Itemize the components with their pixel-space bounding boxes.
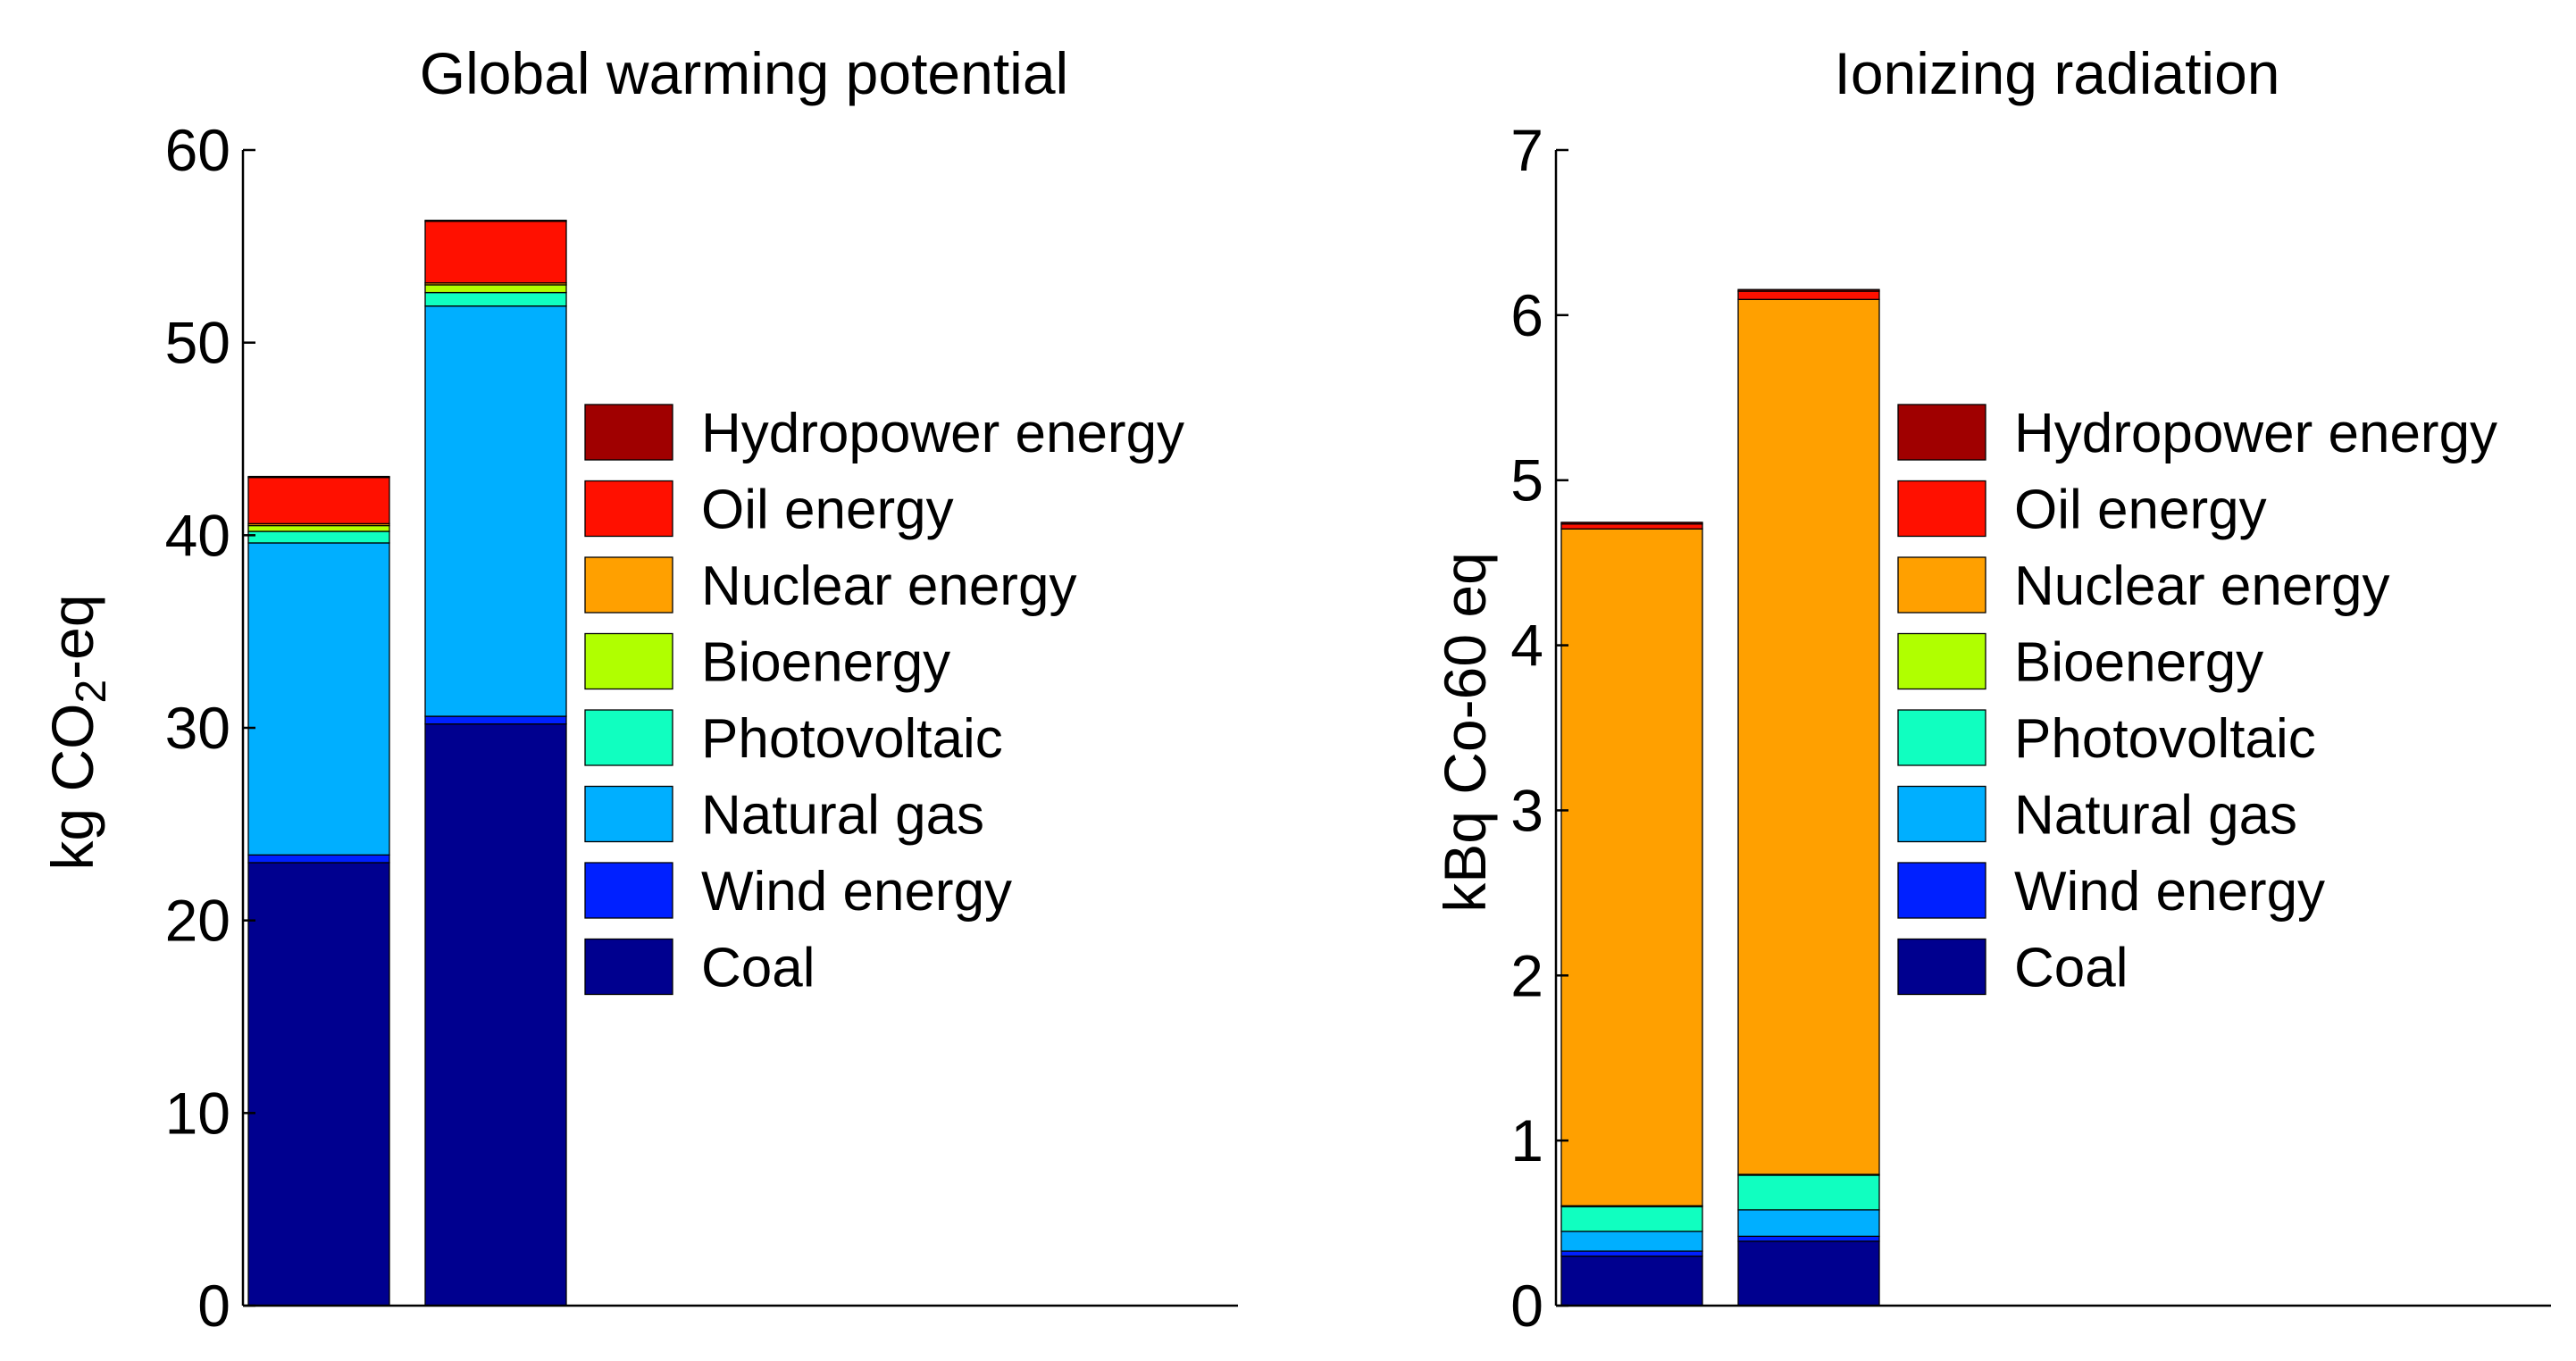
legend-label-coal: Coal [701,938,815,999]
legend-label-natural-gas: Natural gas [2014,785,2297,847]
y-tick-label: 60 [165,117,230,183]
legend-label-bioenergy: Bioenergy [701,632,950,694]
legend-swatch-wind-energy [1897,862,1986,919]
legend-swatch-wind-energy [584,862,673,919]
legend-swatch-bioenergy [584,632,673,690]
legend-swatch-coal [584,938,673,996]
legend-swatch-nuclear-energy [1897,556,1986,614]
y-tick-label: 40 [165,502,230,568]
bar-segment-hydropower-energy-1 [247,475,390,479]
bar-segment-nuclear-energy-2 [1737,298,1880,1175]
bar-segment-wind-energy-1 [1560,1250,1703,1257]
legend-label-bioenergy: Bioenergy [2014,632,2263,694]
legend-swatch-oil-energy [584,480,673,538]
y-tick-label: 3 [1510,777,1543,843]
legend-label-nuclear-energy: Nuclear energy [2014,555,2389,617]
legend-swatch-nuclear-energy [584,556,673,614]
y-tick-label: 0 [197,1273,230,1339]
bar-segment-coal-2 [1737,1240,1880,1307]
bar-segment-bioenergy-2 [424,284,567,294]
chart-title: Global warming potential [420,40,1068,106]
y-tick-label: 10 [165,1080,230,1146]
y-tick-label: 7 [1510,117,1543,183]
bar-segment-photovoltaic-2 [1737,1174,1880,1211]
chart-ionizing-radiation: Ionizing radiation kBq Co-60 eq 0 1 2 3 4 5 6 7… [1432,40,2551,1339]
bar-segment-natural-gas-2 [1737,1209,1880,1238]
bar-segment-oil-energy-1 [247,476,390,525]
y-tick-label: 0 [1510,1273,1543,1339]
bar-segment-photovoltaic-1 [1560,1206,1703,1232]
legend-label-wind-energy: Wind energy [701,861,1012,923]
y-tick-label: 30 [165,695,230,761]
legend-swatch-natural-gas [1897,785,1986,843]
legend-label-coal: Coal [2014,938,2129,999]
bar-segment-coal-1 [1560,1255,1703,1307]
y-tick-label: 5 [1510,447,1543,514]
bar-segment-oil-energy-2 [424,221,567,284]
bar-segment-oil-energy-1 [1560,523,1703,530]
bar-segment-oil-energy-2 [1737,290,1880,300]
legend-label-photovoltaic: Photovoltaic [701,708,1003,770]
legend-label-photovoltaic: Photovoltaic [2014,708,2316,770]
bar-segment-nuclear-energy-1 [1560,528,1703,1207]
bar-segment-coal-2 [424,723,567,1307]
bar-segment-photovoltaic-2 [424,291,567,307]
legend-label-hydropower-energy: Hydropower energy [701,403,1184,464]
bar-segment-natural-gas-1 [1560,1231,1703,1252]
y-tick-label: 2 [1510,942,1543,1008]
bar-segment-wind-energy-1 [247,854,390,864]
y-tick-label: 20 [165,888,230,954]
legend-swatch-photovoltaic [1897,709,1986,766]
legend-label-oil-energy: Oil energy [701,480,954,541]
legend-swatch-photovoltaic [584,709,673,766]
y-tick-label: 50 [165,310,230,376]
bar-segment-bioenergy-1 [247,524,390,532]
y-tick-label: 6 [1510,282,1543,348]
legend-swatch-natural-gas [584,785,673,843]
y-tick-label: 4 [1510,613,1543,679]
bar-segment-wind-energy-2 [424,715,567,725]
legend-label-hydropower-energy: Hydropower energy [2014,403,2497,464]
legend-swatch-coal [1897,938,1986,996]
chart-title: Ionizing radiation [1835,40,2280,106]
bar-segment-coal-1 [247,862,390,1307]
legend-label-nuclear-energy: Nuclear energy [701,555,1076,617]
bar-segment-hydropower-energy-2 [1737,288,1880,292]
y-axis-label: kBq Co-60 eq [1432,552,1498,913]
bar-segment-natural-gas-1 [247,542,390,856]
y-tick-label: 1 [1510,1107,1543,1173]
y-axis-label: kg CO2-eq [39,594,115,870]
legend-swatch-hydropower-energy [584,404,673,461]
legend-swatch-hydropower-energy [1897,404,1986,461]
legend-swatch-oil-energy [1897,480,1986,538]
legend-label-wind-energy: Wind energy [2014,861,2325,923]
bar-segment-photovoltaic-1 [247,530,390,544]
chart-global-warming: Global warming potential kg CO2-eq 0 10 20… [39,40,1238,1339]
bar-segment-natural-gas-2 [424,305,567,717]
bar-segment-wind-energy-2 [1737,1235,1880,1242]
legend-label-natural-gas: Natural gas [701,785,984,847]
legend-swatch-bioenergy [1897,632,1986,690]
legend-label-oil-energy: Oil energy [2014,480,2267,541]
bar-segment-hydropower-energy-1 [1560,522,1703,525]
